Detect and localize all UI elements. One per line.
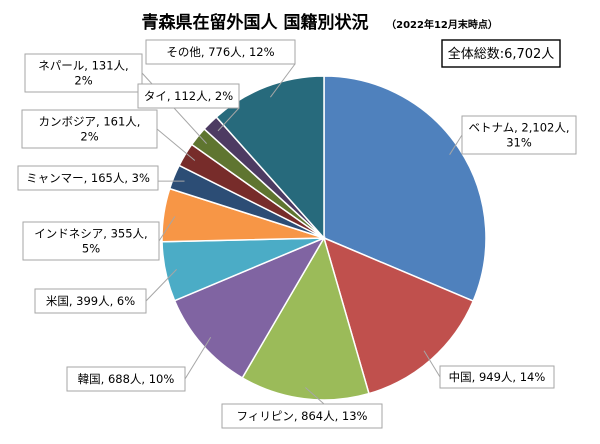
data-label: タイ, 112人, 2%	[137, 83, 240, 109]
data-label-text: ネパール, 131人,	[38, 59, 128, 73]
data-label-box	[439, 365, 555, 389]
data-label-box	[461, 115, 577, 155]
data-label-box	[145, 39, 296, 65]
leader-line	[423, 350, 441, 378]
pie-slice	[322, 236, 475, 395]
data-label-text: インドネシア, 355人,	[34, 227, 147, 241]
data-label-text: その他, 776人, 12%	[166, 45, 274, 59]
leader-line	[449, 134, 463, 155]
pie-slice	[323, 75, 487, 303]
data-label-text: 2%	[80, 130, 98, 144]
leader-line	[158, 216, 176, 242]
data-label: フィリピン, 864人, 13%	[221, 403, 383, 429]
data-label-box	[17, 165, 159, 191]
total-count-label: 全体総数:6,702人	[448, 46, 555, 62]
pie-slices	[161, 75, 487, 401]
chart-subtitle: （2022年12月末時点）	[386, 18, 498, 31]
data-label-text: カンボジア, 161人,	[39, 115, 141, 129]
data-label-text: 米国, 399人, 6%	[46, 294, 135, 308]
data-label-box	[24, 53, 143, 93]
data-label-box	[21, 109, 158, 149]
data-label-box	[66, 366, 186, 392]
data-label-text: タイ, 112人, 2%	[144, 89, 233, 103]
leader-line	[305, 387, 325, 405]
data-label-box	[221, 403, 383, 429]
data-label-text: 5%	[82, 242, 100, 256]
data-labels: ベトナム, 2,102人,31% 中国, 949人, 14% フィリピン, 864人…	[17, 39, 577, 429]
chart-title: 青森県在留外国人 国籍別状況	[142, 12, 369, 33]
pie-slice	[215, 75, 325, 240]
data-label: ミャンマー, 165人, 3%	[17, 165, 159, 191]
data-label-box	[22, 221, 160, 261]
data-label: 中国, 949人, 14%	[439, 365, 555, 389]
data-label: 米国, 399人, 6%	[34, 288, 147, 314]
data-label-text: 韓国, 688人, 10%	[78, 372, 175, 386]
data-label-text: 2%	[74, 74, 92, 88]
pie-slice	[173, 236, 326, 379]
data-label: 韓国, 688人, 10%	[66, 366, 186, 392]
data-label-text: ミャンマー, 165人, 3%	[26, 171, 150, 185]
data-label-text: 31%	[506, 136, 532, 150]
data-label-text: フィリピン, 864人, 13%	[237, 409, 368, 423]
data-label: ベトナム, 2,102人,31%	[461, 115, 577, 155]
leader-line	[184, 337, 212, 380]
leader-line	[217, 107, 240, 132]
data-label: その他, 776人, 12%	[145, 39, 296, 65]
total-box: 全体総数:6,702人	[441, 39, 561, 68]
leader-line	[145, 269, 177, 302]
data-label: ネパール, 131人,2%	[24, 53, 143, 93]
data-label-box	[34, 288, 147, 314]
leader-line	[269, 63, 296, 98]
leader-line	[156, 128, 196, 161]
data-label-text: ベトナム, 2,102人,	[468, 121, 569, 135]
data-label: カンボジア, 161人,2%	[21, 109, 158, 149]
data-label-text: 中国, 949人, 14%	[449, 370, 546, 384]
pie-slice	[241, 236, 370, 401]
data-label: インドネシア, 355人,5%	[22, 221, 160, 261]
data-label-box	[137, 83, 240, 109]
